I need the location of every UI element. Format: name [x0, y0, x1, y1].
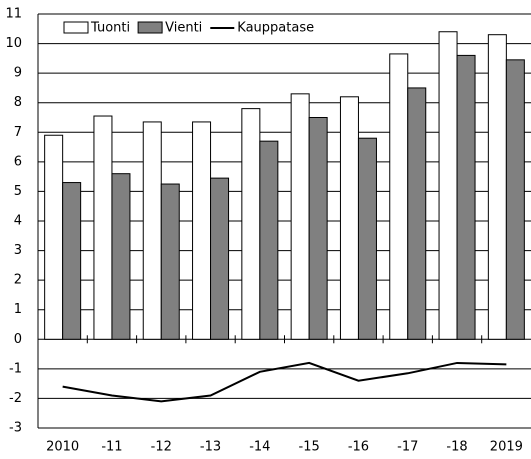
y-tick-label: 3	[14, 243, 22, 258]
bar	[438, 31, 458, 340]
y-tick-label: 0	[14, 332, 22, 347]
legend-swatch	[63, 21, 89, 34]
x-tick-label: -15	[299, 440, 320, 455]
bar	[44, 134, 64, 340]
bar	[259, 140, 279, 340]
bar	[192, 121, 212, 340]
x-tick-label: -12	[151, 440, 172, 455]
legend-label: Kauppatase	[237, 21, 314, 36]
line	[62, 361, 507, 403]
y-tick-label: 7	[14, 125, 22, 140]
y-tick-label: 8	[14, 95, 22, 110]
bar	[111, 173, 131, 340]
y-tick-label: -1	[9, 361, 22, 376]
y-tick-label: 2	[14, 273, 22, 288]
x-tick-label: 2010	[46, 440, 79, 455]
bar	[407, 87, 427, 340]
x-tick-label: -17	[397, 440, 418, 455]
bar	[308, 117, 328, 340]
y-tick-label: 1	[14, 302, 22, 317]
legend-box	[60, 19, 360, 37]
y-tick-label: 5	[14, 184, 22, 199]
bar	[456, 54, 476, 340]
bar	[290, 93, 310, 340]
x-tick-label: -13	[200, 440, 221, 455]
bar	[93, 115, 113, 340]
x-tick-label: -11	[101, 440, 122, 455]
bar	[241, 108, 261, 340]
y-tick-label: 4	[14, 214, 22, 229]
bar	[142, 121, 162, 340]
bar	[160, 183, 180, 340]
bar	[487, 34, 507, 340]
y-tick-label: 6	[14, 154, 22, 169]
x-tick-label: -16	[348, 440, 369, 455]
bar	[339, 96, 359, 340]
bar	[357, 137, 377, 340]
bar	[505, 59, 525, 340]
legend-label: Tuonti	[90, 21, 130, 36]
legend-swatch	[137, 21, 163, 34]
y-tick-label: 11	[5, 7, 22, 22]
x-tick-label: -18	[446, 440, 467, 455]
y-tick-label: 10	[5, 36, 22, 51]
bar	[389, 53, 409, 340]
y-tick-label: 9	[14, 66, 22, 81]
x-tick-label: 2019	[490, 440, 523, 455]
bar	[62, 182, 82, 340]
y-tick-label: -2	[9, 391, 22, 406]
x-tick-label: -14	[249, 440, 270, 455]
bar	[210, 177, 230, 340]
y-tick-label: -3	[9, 421, 22, 436]
legend-label: Vienti	[165, 21, 202, 36]
